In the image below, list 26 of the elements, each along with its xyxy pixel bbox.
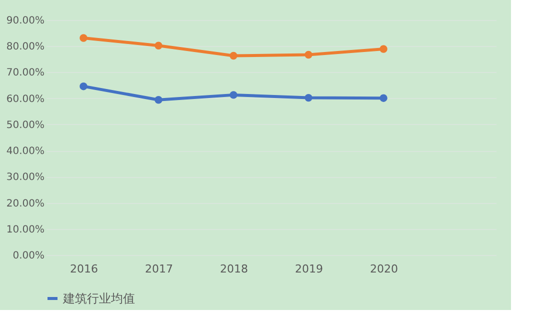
point: [154, 42, 162, 50]
legend-label: 建筑行业均值: [62, 292, 135, 306]
point: [80, 34, 88, 42]
point: [304, 50, 312, 59]
x-tick-label: 2019: [295, 262, 323, 276]
y-tick-label: 70.00%: [6, 68, 44, 79]
y-tick-label: 30.00%: [6, 172, 44, 184]
y-tick-label: 80.00%: [6, 42, 44, 53]
x-tick-label: 2020: [370, 262, 398, 276]
point: [304, 94, 312, 102]
point: [380, 94, 388, 102]
y-tick-label: 50.00%: [6, 120, 44, 131]
point: [230, 91, 238, 99]
point: [230, 52, 238, 60]
point: [154, 96, 162, 104]
x-tick-label: 2016: [70, 262, 98, 276]
point: [80, 82, 88, 90]
y-tick-label: 10.00%: [6, 224, 44, 236]
y-tick-label: 20.00%: [6, 198, 44, 210]
point: [380, 45, 388, 53]
y-tick-label: 60.00%: [6, 94, 44, 105]
y-tick-label: 0.00%: [12, 250, 44, 262]
x-tick-label: 2018: [220, 262, 248, 276]
x-tick-label: 2017: [145, 262, 173, 276]
y-tick-label: 40.00%: [6, 146, 44, 158]
y-tick-label: 90.00%: [6, 16, 44, 26]
